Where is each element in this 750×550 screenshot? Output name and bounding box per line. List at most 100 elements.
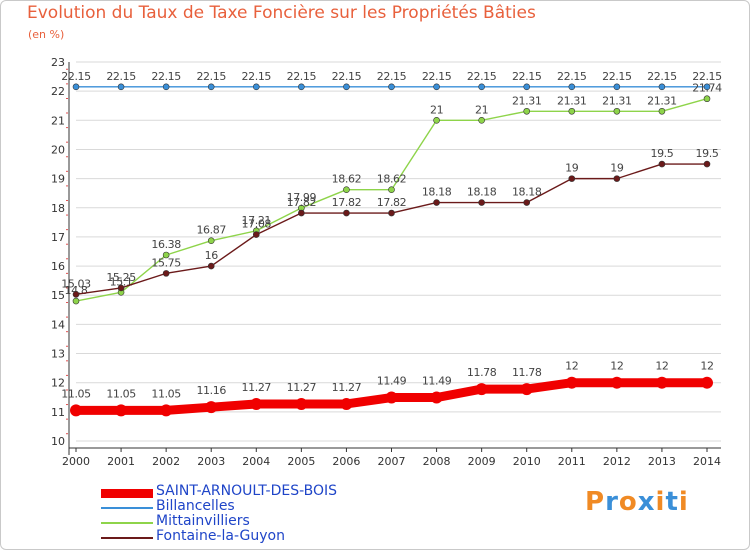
data-label: 22.15	[151, 70, 181, 83]
legend-label: Mittainvilliers	[156, 513, 250, 529]
x-tick-label: 2004	[242, 455, 270, 468]
data-label: 19	[565, 162, 579, 175]
data-label: 12	[610, 360, 623, 373]
data-label: 15.03	[61, 277, 91, 290]
data-point	[430, 391, 443, 404]
data-label: 15.1	[110, 275, 133, 288]
data-point	[523, 107, 531, 115]
data-point	[162, 270, 170, 277]
data-label: 11.49	[422, 375, 452, 388]
x-tick-label: 2009	[468, 455, 496, 468]
data-label: 17.82	[287, 196, 317, 209]
chart-unit-label: (en %)	[28, 28, 65, 41]
series-fontaine-la-guyon: 15.03 15.25 15.75 16 17.08 17.82 17.82 17.82 18.…	[61, 147, 719, 298]
x-tick-label: 2012	[603, 455, 631, 468]
x-tick-label: 2000	[62, 455, 90, 468]
data-label: 19.5	[650, 147, 673, 160]
y-tick-label: 10	[51, 435, 65, 448]
x-tick-label: 2008	[423, 455, 451, 468]
data-point	[478, 83, 485, 91]
data-point	[72, 297, 80, 305]
data-point	[523, 83, 531, 91]
data-label: 21	[430, 103, 443, 116]
x-tick-label: 2013	[648, 455, 676, 468]
data-point	[207, 83, 215, 91]
data-label: 22.15	[512, 70, 542, 83]
data-point	[701, 376, 713, 389]
data-label: 17.21	[242, 214, 272, 227]
data-label: 21.31	[512, 94, 542, 107]
logo-letter: P	[585, 487, 606, 517]
data-label: 21.31	[602, 94, 632, 107]
data-point	[340, 397, 353, 410]
data-label: 22.15	[692, 70, 722, 83]
x-tick-label: 2001	[107, 455, 135, 468]
y-tick-label: 20	[51, 143, 65, 156]
data-point	[117, 83, 125, 91]
data-label: 22.15	[242, 70, 272, 83]
data-point	[160, 404, 173, 417]
data-label: 11.05	[61, 387, 91, 400]
data-point	[613, 175, 621, 182]
data-label: 22.15	[196, 70, 226, 83]
logo-letter: x	[637, 487, 656, 517]
data-point	[475, 383, 488, 396]
data-point	[252, 231, 260, 238]
data-point	[610, 376, 623, 389]
data-label: 22.15	[106, 70, 136, 83]
data-point	[655, 376, 668, 389]
x-tick-label: 2005	[287, 455, 315, 468]
data-label: 22.15	[287, 70, 317, 83]
data-label: 21.31	[557, 94, 587, 107]
y-tick-label: 22	[51, 85, 65, 98]
legend-label: Fontaine-la-Guyon	[156, 528, 285, 544]
data-point	[250, 397, 263, 410]
legend-swatch	[101, 522, 153, 524]
data-label: 21	[475, 103, 488, 116]
y-tick-label: 15	[51, 289, 65, 302]
x-tick-label: 2007	[378, 455, 406, 468]
data-point	[613, 83, 621, 91]
data-point	[613, 107, 621, 115]
y-tick-label: 12	[51, 377, 65, 390]
data-label: 17.82	[377, 196, 407, 209]
data-label: 11.27	[332, 381, 362, 394]
data-label: 21.31	[647, 94, 677, 107]
x-tick-label: 2002	[152, 455, 180, 468]
y-tick-label: 19	[51, 173, 65, 186]
data-point	[658, 160, 666, 168]
logo-letter: i	[655, 487, 666, 517]
data-point	[703, 95, 711, 103]
data-label: 22.15	[467, 70, 497, 83]
data-point	[205, 401, 218, 414]
data-point	[70, 404, 82, 417]
data-label: 18.62	[332, 173, 362, 186]
data-label: 11.05	[106, 387, 136, 400]
data-label: 17.99	[287, 191, 317, 204]
y-tick-label: 23	[51, 56, 65, 69]
series-saint-arnoult-des-bois: 11.05 11.05 11.05 11.16 11.27 11.27 11.27 11.49…	[61, 360, 714, 417]
data-label: 15.75	[151, 256, 181, 269]
data-label: 11.78	[467, 366, 497, 379]
data-point	[658, 83, 666, 91]
data-label: 19.5	[696, 147, 719, 160]
data-point	[478, 199, 485, 206]
data-point	[478, 117, 485, 124]
data-label: 12	[700, 360, 713, 373]
y-tick-label: 16	[51, 260, 65, 273]
data-label: 22.15	[602, 70, 632, 83]
legend-swatch	[101, 507, 153, 509]
data-label: 18.18	[422, 186, 452, 199]
data-point	[298, 83, 305, 91]
y-tick-label: 14	[51, 318, 65, 331]
data-label: 11.27	[242, 381, 272, 394]
data-point	[207, 262, 215, 270]
series-billancelles: 22.15 22.15 22.15 22.15 22.15 22.15 22.15 22.15…	[61, 70, 723, 91]
data-label: 21.74	[692, 82, 722, 95]
data-label: 17.08	[242, 218, 272, 231]
data-point	[388, 83, 395, 91]
data-point	[162, 251, 170, 259]
data-point	[252, 83, 260, 91]
legend-swatch	[101, 537, 153, 539]
x-tick-label: 2011	[558, 455, 586, 468]
